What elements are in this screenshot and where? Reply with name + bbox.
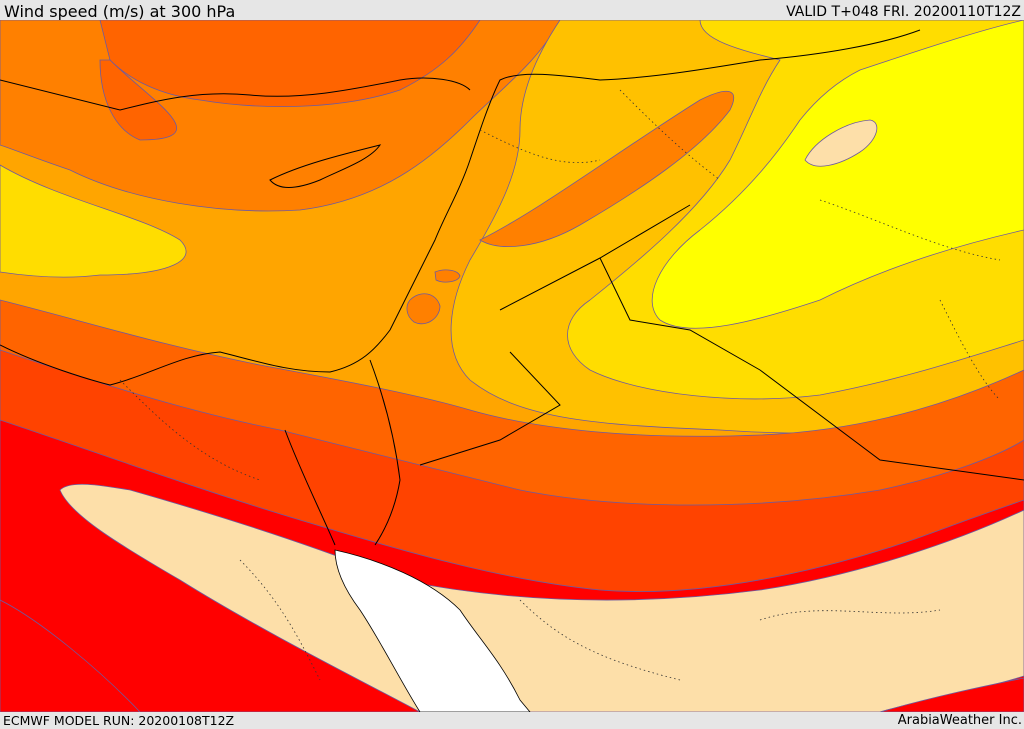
band-orange-streak bbox=[479, 91, 735, 247]
band-red-southwest bbox=[0, 599, 141, 712]
credit-label: ArabiaWeather Inc. bbox=[897, 713, 1022, 728]
map-title: Wind speed (m/s) at 300 hPa bbox=[4, 2, 236, 21]
band-orange-blob-1 bbox=[406, 293, 441, 325]
no-data-red-sea bbox=[334, 549, 531, 712]
border-sinai bbox=[284, 359, 401, 546]
coastline-cyprus bbox=[269, 144, 382, 188]
band-gold-west bbox=[0, 164, 187, 278]
wind-speed-map bbox=[0, 20, 1024, 712]
band-orange-blob-2 bbox=[434, 269, 461, 283]
band-lightest-blob bbox=[804, 119, 878, 167]
band-orange-dark-n bbox=[99, 59, 178, 141]
band-orange-dark-nw bbox=[99, 20, 481, 107]
coastline-mediterranean bbox=[0, 29, 921, 386]
border-jordan bbox=[419, 351, 561, 466]
dotted-borders bbox=[119, 89, 1001, 681]
border-saudi bbox=[499, 204, 1024, 481]
band-lightest-south bbox=[59, 483, 1024, 712]
model-run-label: ECMWF MODEL RUN: 20200108T12Z bbox=[3, 713, 235, 728]
valid-time-label: VALID T+048 FRI. 20200110T12Z bbox=[786, 4, 1021, 20]
coastline-turkey bbox=[0, 77, 471, 111]
